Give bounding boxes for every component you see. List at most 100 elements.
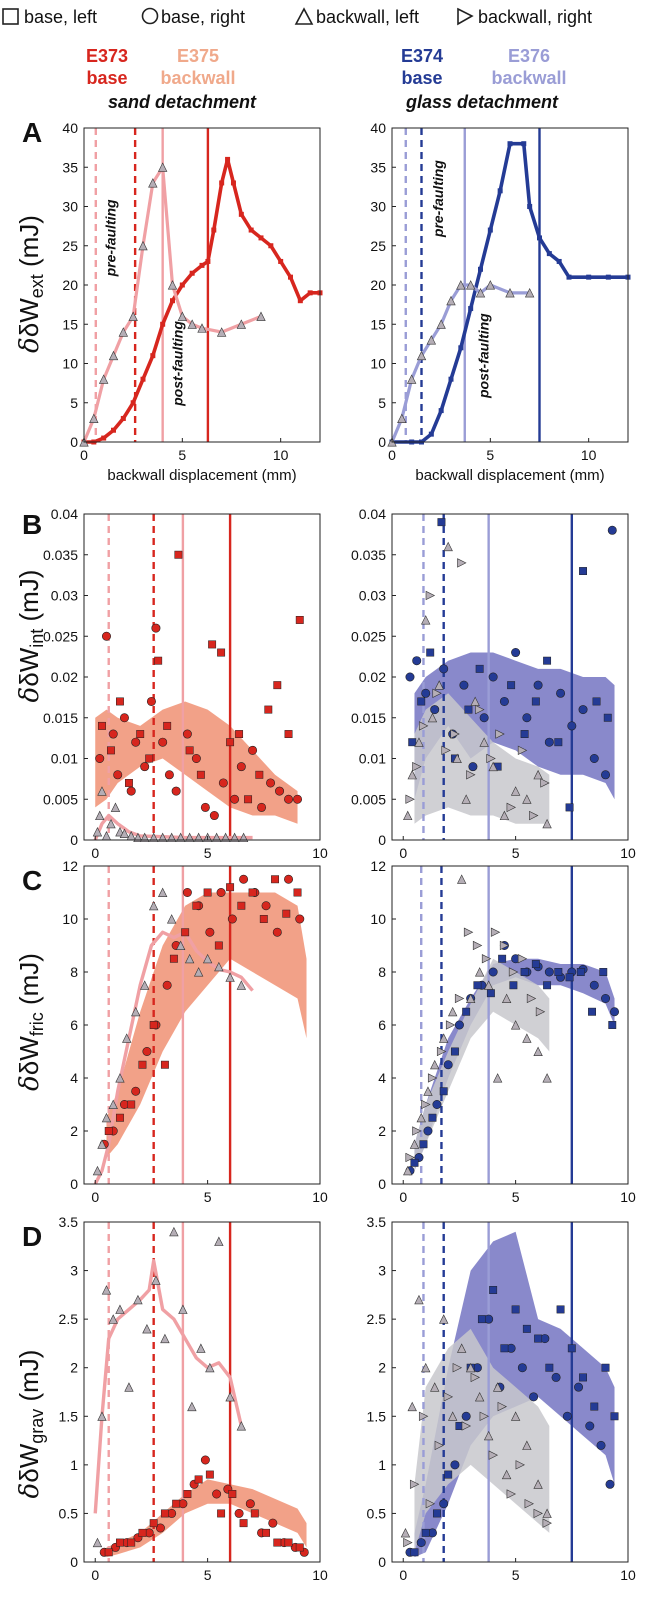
data-point-square <box>116 1538 124 1547</box>
chart-b-left: 0 0.005 0.01 0.015 0.02 0.025 0.03 0.035 0.04 0 5 1… <box>43 506 328 861</box>
data-point-right-triangle <box>481 954 492 964</box>
data-point-circle <box>450 1460 460 1470</box>
data-point-square <box>255 770 264 779</box>
x-tick-label: 0 <box>399 845 407 861</box>
y-tick-label: 0.005 <box>43 791 78 807</box>
data-point-circle <box>488 672 498 682</box>
data-point-triangle <box>140 980 150 990</box>
data-point-square <box>172 1499 181 1508</box>
legend-label-base-left: base, left <box>24 7 97 27</box>
data-point-square <box>174 550 183 559</box>
data-point-square <box>588 1007 596 1016</box>
data-point-triangle <box>160 1333 170 1344</box>
data-point-triangle <box>479 737 489 747</box>
data-point-right-triangle <box>443 1392 454 1402</box>
data-point-circle <box>574 1382 584 1392</box>
x-tick-label: 5 <box>512 1189 520 1205</box>
data-point-triangle <box>92 826 103 837</box>
y-tick-label: 12 <box>62 858 78 874</box>
data-point-circle <box>205 927 215 937</box>
legend-label-backwall-right: backwall, right <box>478 7 592 27</box>
data-point-right-triangle <box>517 954 528 964</box>
data-point-right-triangle <box>450 729 460 739</box>
data-point-square <box>295 1543 304 1552</box>
data-point-triangle <box>427 712 438 723</box>
row-letter-c: C <box>22 865 42 896</box>
y-tick-label: 2 <box>70 1123 78 1139</box>
data-point-right-triangle <box>486 753 496 764</box>
series-marker <box>566 274 572 280</box>
data-point-triangle <box>474 1391 485 1402</box>
y-tick-label: 10 <box>370 356 386 372</box>
y-tick-label: 0.035 <box>43 547 78 563</box>
data-point-circle <box>556 688 566 698</box>
series-marker <box>428 431 434 437</box>
data-point-square <box>531 697 540 706</box>
data-point-right-triangle <box>515 1460 525 1470</box>
data-point-circle <box>230 794 240 804</box>
data-point-square <box>464 705 473 714</box>
data-point-square <box>217 1509 226 1518</box>
data-point-square <box>264 705 273 714</box>
data-point-square <box>203 888 212 897</box>
data-point-square <box>428 1113 437 1122</box>
header-right: E374 base E376 backwall glass detachment <box>401 46 567 112</box>
y-tick-label: 6 <box>70 1017 78 1033</box>
data-point-right-triangle <box>495 729 505 739</box>
data-point-square <box>522 1324 531 1333</box>
data-point-circle <box>164 770 174 780</box>
header-left-label-base: base <box>86 68 127 88</box>
data-point-square <box>282 909 291 918</box>
data-point-square <box>554 968 563 976</box>
series-marker <box>307 290 313 296</box>
data-point-square <box>554 738 563 747</box>
x-tick-label: 5 <box>512 1567 520 1583</box>
data-point-right-triangle <box>506 802 516 813</box>
y-tick-label: 2 <box>378 1360 386 1376</box>
x-tick-label: 0 <box>399 1567 407 1583</box>
y-tick-label: 8 <box>378 964 386 980</box>
uncertainty-band-backwall <box>414 1328 550 1553</box>
y-tick-label: 0.01 <box>51 751 78 767</box>
data-point-triangle <box>95 810 105 821</box>
series-marker <box>258 235 264 241</box>
data-point-triangle <box>510 1020 521 1030</box>
data-point-circle <box>268 1518 278 1528</box>
data-point-triangle <box>214 1236 224 1246</box>
data-point-triangle <box>97 786 107 796</box>
y-tick-label: 0.025 <box>43 628 78 644</box>
data-point-triangle <box>474 967 485 977</box>
data-point-triangle <box>522 1033 532 1043</box>
data-point-triangle <box>236 1421 247 1431</box>
backwall-trend-line <box>93 930 254 1185</box>
data-point-right-triangle <box>418 721 429 731</box>
data-point-triangle <box>542 1508 552 1518</box>
data-point-square <box>194 1475 203 1484</box>
data-point-circle <box>151 623 161 633</box>
x-tick-label: 10 <box>273 447 289 463</box>
data-point-right-triangle <box>432 688 442 698</box>
data-point-square <box>477 1315 486 1324</box>
chart-c-left: 0 2 4 6 8 10 12 0 5 10 <box>62 858 328 1205</box>
data-point-triangle <box>151 1275 161 1285</box>
data-point-triangle <box>236 980 247 990</box>
data-point-circle <box>605 1479 615 1489</box>
series-marker <box>406 374 417 384</box>
annotation-1: post-faulting <box>169 321 185 407</box>
y-tick-label: 30 <box>62 199 78 215</box>
data-point-circle <box>191 753 201 763</box>
data-point-circle <box>108 729 118 739</box>
series-marker <box>170 298 175 304</box>
ylabel-c: δδWfric (mJ) <box>14 953 47 1091</box>
series-marker <box>225 156 231 162</box>
data-point-square <box>437 518 446 527</box>
data-point-triangle <box>196 1343 206 1353</box>
series-marker <box>148 178 158 188</box>
data-point-triangle <box>403 1165 413 1176</box>
series-marker <box>537 235 542 241</box>
data-point-triangle <box>97 1411 107 1421</box>
series-marker <box>118 327 129 337</box>
series-line-1 <box>82 165 262 443</box>
data-point-circle <box>182 729 192 739</box>
